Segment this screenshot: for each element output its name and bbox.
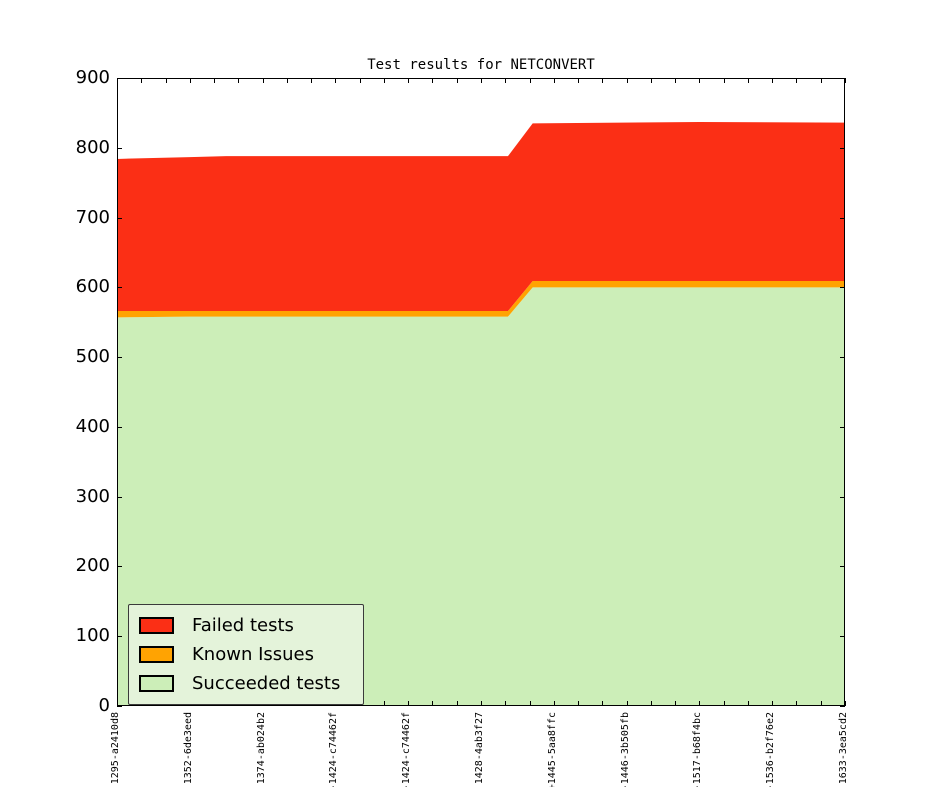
x-tick-label: 1352-6de3eed — [182, 712, 194, 785]
area-known-issues — [117, 281, 845, 318]
x-tick-label: -1517-b68f4bc — [692, 712, 704, 787]
axes-frame — [117, 78, 845, 706]
y-tick-label: 400 — [75, 415, 110, 437]
y-tick-label: 100 — [75, 625, 110, 647]
y-tick-label: 700 — [75, 206, 110, 228]
x-tick-label: +1445-5aa8ffc — [546, 712, 558, 787]
y-tick-label: 900 — [75, 67, 110, 88]
x-tick-label: -1446-3b505fb — [619, 712, 631, 787]
area-failed-tests — [117, 121, 845, 312]
area-succeeded-tests — [117, 287, 845, 706]
legend-row: Succeeded tests — [139, 669, 353, 698]
legend-row: Failed tests — [139, 611, 353, 640]
y-tick-label: 800 — [75, 136, 110, 158]
legend-swatch-known-issues — [139, 646, 174, 663]
x-tick-label: -1424-c74462f — [328, 712, 340, 787]
x-tick-label: 1374-ab024b2 — [255, 712, 267, 785]
chart-title: Test results for NETCONVERT — [367, 57, 595, 73]
y-tick-label: 600 — [75, 276, 110, 298]
x-tick-label: 1295-a2410d8 — [110, 712, 121, 785]
legend-label: Failed tests — [192, 615, 294, 636]
legend-label: Succeeded tests — [192, 673, 341, 694]
y-tick-label: 0 — [98, 695, 110, 716]
y-tick-label: 200 — [75, 555, 110, 577]
x-tick-label: -1424-c74462f — [401, 712, 413, 787]
y-tick-label: 300 — [75, 485, 110, 507]
legend-row: Known Issues — [139, 640, 353, 669]
legend-swatch-succeeded-tests — [139, 675, 174, 692]
x-tick-label: 1428-4ab3f27 — [474, 712, 485, 785]
x-tick-label: -1536-b2f76e2 — [765, 712, 777, 787]
x-tick-label: 1633-3ea5cd2 — [838, 712, 849, 785]
legend: Failed tests Known Issues Succeeded tests — [128, 604, 364, 705]
y-tick-label: 500 — [75, 346, 110, 368]
legend-label: Known Issues — [192, 644, 315, 665]
legend-swatch-failed-tests — [139, 617, 174, 634]
